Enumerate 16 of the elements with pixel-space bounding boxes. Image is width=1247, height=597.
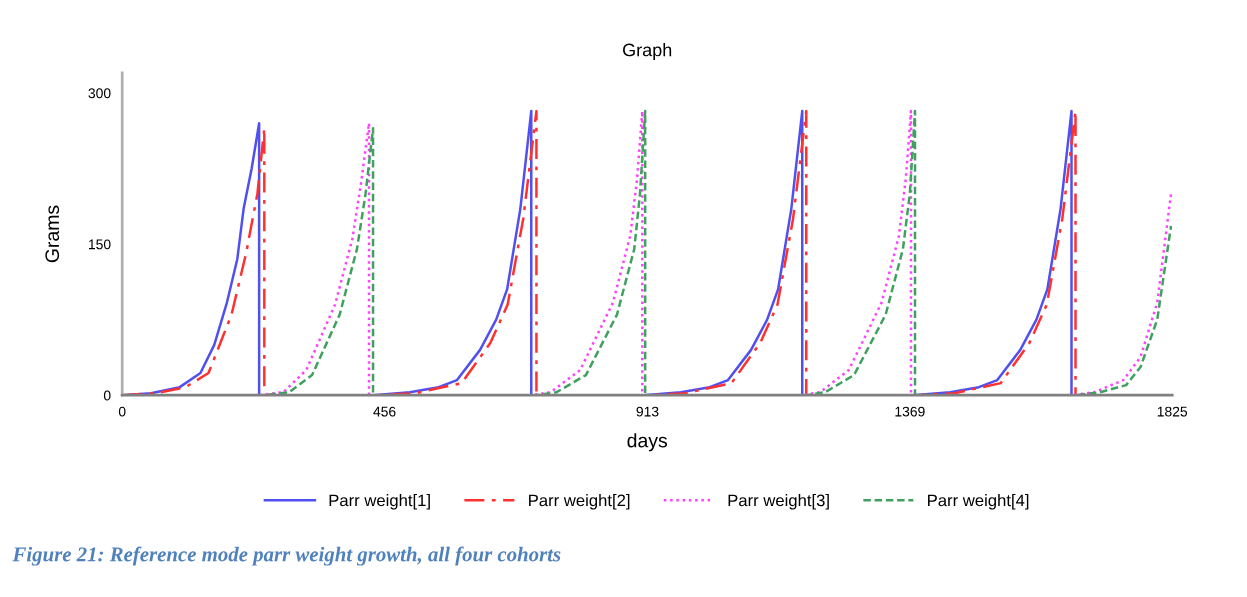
chart-title: Graph xyxy=(623,43,672,60)
y-tick-label: 300 xyxy=(88,88,111,99)
legend-label: Parr weight[3] xyxy=(728,494,829,510)
legend-label: Parr weight[1] xyxy=(329,494,430,510)
legend-label: Parr weight[4] xyxy=(928,494,1029,510)
x-tick-label: 1369 xyxy=(895,406,925,417)
x-tick-label: 913 xyxy=(636,406,659,417)
x-axis-title: days xyxy=(627,433,668,452)
y-axis-title: Grams xyxy=(45,205,60,263)
caption: Figure 21: Reference mode parr weight growth, all four cohorts xyxy=(12,546,561,566)
y-tick-label: 0 xyxy=(103,390,111,401)
x-tick-label: 0 xyxy=(118,406,126,417)
x-tick-label: 456 xyxy=(373,406,396,417)
legend-label: Parr weight[2] xyxy=(529,494,630,510)
y-tick-label: 150 xyxy=(88,239,111,250)
x-tick-label: 1825 xyxy=(1157,406,1188,417)
